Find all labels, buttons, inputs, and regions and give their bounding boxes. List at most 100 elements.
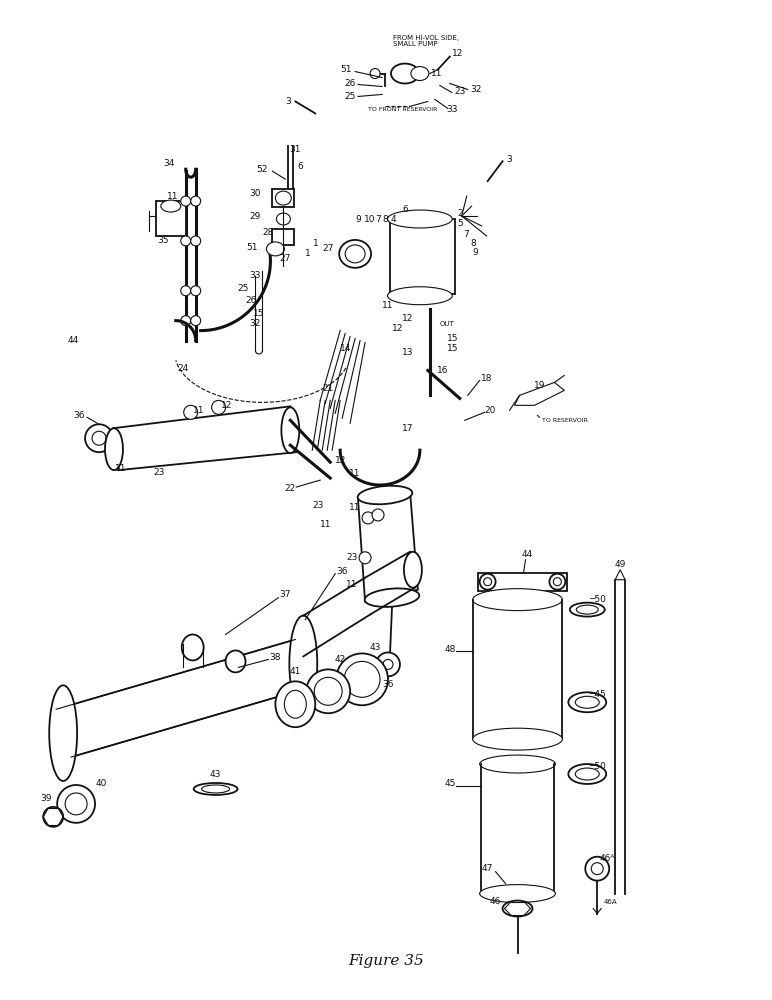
Ellipse shape xyxy=(388,210,452,228)
Text: 11: 11 xyxy=(347,580,358,589)
Text: 23: 23 xyxy=(454,87,466,96)
Ellipse shape xyxy=(276,681,315,727)
Bar xyxy=(390,219,455,294)
Circle shape xyxy=(370,69,380,79)
Text: 4: 4 xyxy=(390,215,396,224)
Text: ─50: ─50 xyxy=(589,762,606,771)
Text: TO FRONT RESERVOIR: TO FRONT RESERVOIR xyxy=(368,107,438,112)
Ellipse shape xyxy=(43,807,63,827)
Ellipse shape xyxy=(472,728,562,750)
Text: 36: 36 xyxy=(73,411,85,420)
Ellipse shape xyxy=(201,785,229,793)
Text: 9: 9 xyxy=(355,215,361,224)
Ellipse shape xyxy=(57,785,95,823)
Text: 27: 27 xyxy=(279,254,291,263)
Ellipse shape xyxy=(575,768,599,780)
Polygon shape xyxy=(615,570,625,580)
Circle shape xyxy=(191,236,201,246)
Text: 18: 18 xyxy=(481,374,493,383)
Text: 20: 20 xyxy=(484,406,496,415)
Ellipse shape xyxy=(411,67,428,81)
Text: 11: 11 xyxy=(350,503,361,512)
Text: 15: 15 xyxy=(447,334,459,343)
Text: 12: 12 xyxy=(334,456,346,465)
Text: 2: 2 xyxy=(457,209,462,218)
Ellipse shape xyxy=(284,690,306,718)
Text: 33: 33 xyxy=(249,271,261,280)
Text: 44: 44 xyxy=(522,550,533,559)
Text: ─45: ─45 xyxy=(589,690,605,699)
Circle shape xyxy=(181,196,191,206)
Circle shape xyxy=(554,578,561,586)
Text: 36: 36 xyxy=(337,567,348,576)
Text: 11: 11 xyxy=(167,192,178,201)
Text: 52: 52 xyxy=(257,165,268,174)
Text: 29: 29 xyxy=(250,212,261,221)
Text: 28: 28 xyxy=(262,228,274,237)
Text: 36: 36 xyxy=(382,680,394,689)
Text: 45: 45 xyxy=(444,779,455,788)
Text: FROM HI-VOL SIDE,: FROM HI-VOL SIDE, xyxy=(393,35,459,41)
Text: 26: 26 xyxy=(245,296,257,305)
Ellipse shape xyxy=(105,428,123,470)
Ellipse shape xyxy=(479,755,555,773)
Text: 22: 22 xyxy=(285,484,296,493)
Text: 24: 24 xyxy=(177,364,188,373)
Text: 26: 26 xyxy=(344,79,356,88)
Ellipse shape xyxy=(49,685,77,781)
Text: 43: 43 xyxy=(210,770,222,779)
Circle shape xyxy=(181,236,191,246)
Circle shape xyxy=(92,431,106,445)
Ellipse shape xyxy=(568,692,606,712)
Text: 41: 41 xyxy=(290,667,301,676)
Text: 15: 15 xyxy=(252,309,264,318)
Text: 3: 3 xyxy=(506,155,513,164)
Ellipse shape xyxy=(570,603,604,617)
Text: 40: 40 xyxy=(95,779,107,788)
Text: 27: 27 xyxy=(323,244,334,253)
Text: 21: 21 xyxy=(323,384,334,393)
Text: 39: 39 xyxy=(40,794,52,803)
Text: 31: 31 xyxy=(290,145,301,154)
Text: 51: 51 xyxy=(340,65,352,74)
Text: TO RESERVOIR: TO RESERVOIR xyxy=(543,418,588,423)
Text: 46: 46 xyxy=(490,897,501,906)
Text: 38: 38 xyxy=(269,653,281,662)
Bar xyxy=(273,229,294,245)
Text: 11: 11 xyxy=(431,69,442,78)
Text: 6: 6 xyxy=(402,205,408,214)
Circle shape xyxy=(181,286,191,296)
Text: 9: 9 xyxy=(472,248,479,257)
Circle shape xyxy=(479,574,496,590)
Bar xyxy=(156,201,186,236)
Text: 34: 34 xyxy=(163,159,174,168)
Text: 33: 33 xyxy=(446,105,458,114)
Text: 7: 7 xyxy=(375,215,381,224)
Ellipse shape xyxy=(314,677,342,705)
Circle shape xyxy=(376,652,400,676)
Text: 11: 11 xyxy=(320,520,331,529)
Text: 43: 43 xyxy=(369,643,381,652)
Text: 12: 12 xyxy=(392,324,404,333)
Polygon shape xyxy=(358,490,418,602)
Circle shape xyxy=(191,196,201,206)
Text: 11: 11 xyxy=(193,406,205,415)
Text: 32: 32 xyxy=(249,319,260,328)
Text: 32: 32 xyxy=(470,85,482,94)
Text: 1: 1 xyxy=(313,239,319,248)
Text: 15: 15 xyxy=(447,344,459,353)
Ellipse shape xyxy=(266,242,284,256)
Circle shape xyxy=(550,574,565,590)
Circle shape xyxy=(362,512,374,524)
Text: 42: 42 xyxy=(334,655,346,664)
Text: 44: 44 xyxy=(67,336,79,345)
Ellipse shape xyxy=(503,901,533,916)
Text: 13: 13 xyxy=(402,348,414,357)
Ellipse shape xyxy=(364,588,419,607)
Text: 11: 11 xyxy=(115,464,127,473)
Circle shape xyxy=(191,316,201,326)
Text: 1: 1 xyxy=(306,249,311,258)
Text: 12: 12 xyxy=(221,401,232,410)
Text: 3: 3 xyxy=(286,97,291,106)
Polygon shape xyxy=(113,406,296,470)
